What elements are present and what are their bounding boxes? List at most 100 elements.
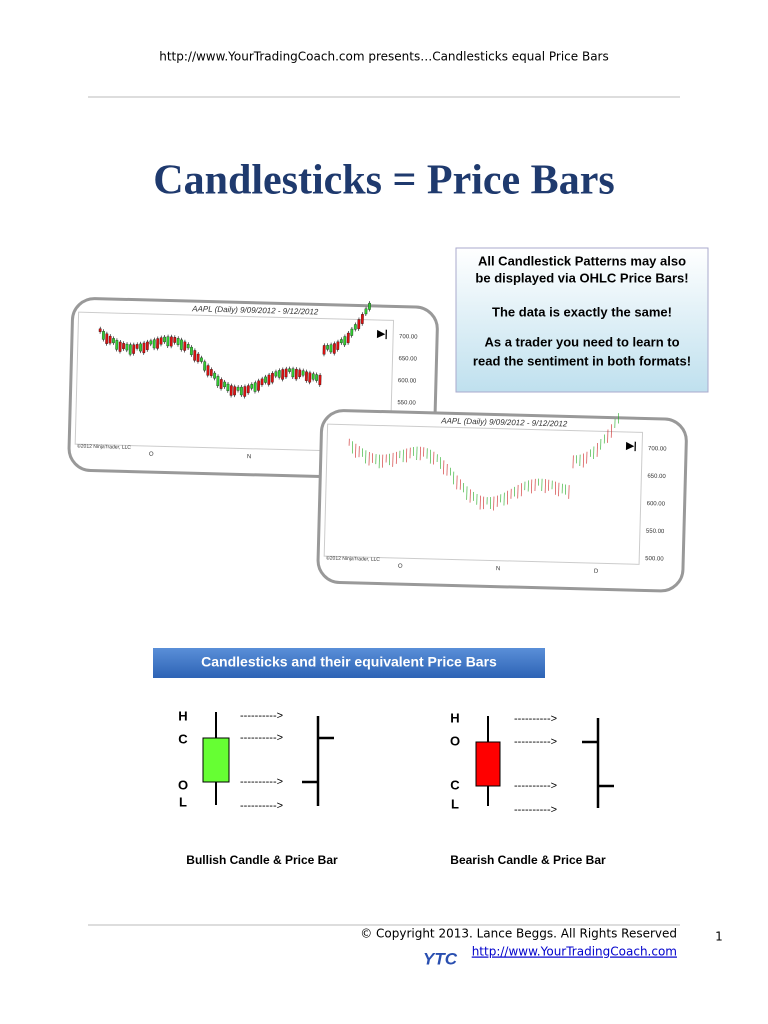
diagram-caption: Bullish Candle & Price Bar	[186, 853, 338, 867]
arrow: ---------->	[514, 713, 557, 725]
decor-body	[183, 341, 187, 351]
footer-link[interactable]: http://www.YourTradingCoach.com	[472, 945, 677, 959]
decor-body	[200, 357, 203, 362]
decor-body	[288, 368, 291, 372]
ohlc-letter: L	[451, 796, 459, 811]
decor-body	[264, 376, 267, 383]
decor-body	[186, 344, 190, 349]
copyright: © Copyright 2013. Lance Beggs. All Right…	[360, 927, 677, 941]
decor-body	[98, 328, 102, 332]
month-label: O	[398, 564, 403, 570]
callout-line: All Candlestick Patterns may also	[478, 253, 686, 268]
decor-body	[364, 308, 368, 315]
page-title: Candlesticks = Price Bars	[153, 158, 614, 204]
decor-body	[149, 340, 153, 345]
decor-body	[226, 383, 230, 391]
decor-body	[142, 342, 146, 354]
decor-body	[298, 369, 302, 377]
decor-body	[216, 376, 220, 387]
price-label: 550.00	[397, 400, 416, 406]
decor-body	[219, 379, 223, 389]
decor-body	[101, 331, 105, 340]
screenshot-title: AAPL (Daily) 9/09/2012 - 9/12/2012	[191, 304, 319, 316]
arrow: ---------->	[240, 776, 283, 788]
bullish-candle	[202, 737, 230, 783]
decor-body	[112, 338, 115, 344]
decor-body	[139, 343, 142, 352]
arrow: ---------->	[240, 710, 283, 722]
decor-body	[233, 386, 237, 396]
decor-body	[277, 370, 281, 378]
decor-body	[132, 344, 136, 354]
decor-body	[243, 386, 247, 397]
arrow: ---------->	[240, 732, 283, 744]
logo: YTC	[423, 949, 458, 968]
callout-line: read the sentiment in both formats!	[473, 353, 691, 368]
decor-body	[209, 369, 213, 376]
decor-body	[229, 385, 233, 396]
decor-body	[105, 333, 109, 344]
decor-body	[213, 372, 217, 379]
ohlc-letter: O	[178, 777, 188, 792]
decor-body	[246, 385, 250, 394]
decor-body	[196, 353, 200, 362]
decor-body	[236, 386, 240, 391]
play-icon: ▶|	[625, 441, 637, 452]
price-label: 650.00	[398, 356, 417, 362]
decor-body	[223, 381, 227, 388]
decor-body	[135, 344, 139, 349]
decor-body	[368, 302, 371, 310]
decor-body	[353, 324, 357, 330]
decor-body	[294, 368, 298, 380]
credit: ©2012 NinjaTrader, LLC	[326, 554, 380, 562]
price-label: 600.00	[398, 378, 417, 384]
decor-body	[274, 371, 278, 377]
decor-body	[173, 337, 177, 343]
decor-body	[350, 328, 354, 336]
decor-body	[128, 344, 132, 355]
decor-body	[179, 339, 183, 350]
header-text: http://www.YourTradingCoach.com presents…	[159, 50, 609, 64]
decor-body	[145, 341, 149, 351]
decor-body	[189, 346, 193, 356]
callout-box	[455, 247, 709, 393]
decor-body	[281, 369, 285, 380]
ohlc-letter: H	[450, 710, 459, 725]
arrow: ---------->	[514, 736, 557, 748]
decor-body	[346, 332, 350, 344]
price-label: 550.00	[646, 529, 665, 535]
decor-body	[152, 339, 156, 349]
decor-body	[239, 386, 243, 396]
page-number: 1	[715, 930, 723, 944]
play-icon: ▶|	[376, 329, 388, 340]
decor-body	[291, 368, 295, 378]
ohlc-letter: C	[178, 731, 188, 746]
decor-body	[329, 344, 333, 353]
decor-body	[284, 368, 288, 378]
month-label: D	[594, 569, 599, 575]
decor-body	[169, 336, 173, 347]
decor-body	[336, 341, 340, 350]
decor-body	[308, 372, 312, 383]
decor-body	[360, 314, 364, 324]
decor-body	[108, 335, 112, 344]
ohlc-letter: L	[179, 794, 187, 809]
ohlc-letter: C	[450, 777, 460, 792]
price-label: 700.00	[399, 334, 418, 340]
decor-body	[122, 343, 125, 350]
decor-body	[270, 372, 274, 383]
decor-body	[163, 336, 166, 343]
decor-body	[176, 338, 180, 345]
decor-body	[301, 370, 305, 376]
screenshot-title: AAPL (Daily) 9/09/2012 - 9/12/2012	[440, 416, 568, 428]
decor-body	[250, 384, 254, 389]
price-label: 500.00	[645, 556, 664, 562]
credit: ©2012 NinjaTrader, LLC	[77, 442, 131, 450]
decor-body	[304, 371, 308, 382]
decor-body	[166, 336, 170, 347]
banner-box	[153, 648, 545, 678]
decor-body	[322, 345, 326, 355]
chart-area	[323, 423, 644, 565]
price-label: 700.00	[648, 446, 667, 452]
decor-body	[125, 343, 129, 351]
